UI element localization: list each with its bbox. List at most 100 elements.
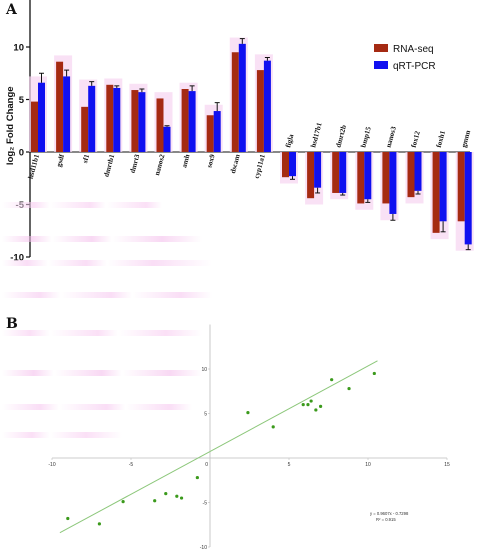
bar-qrt-pcr-dmrt2b	[339, 152, 347, 193]
gene-label-hsd11b1: hsd11b1	[27, 153, 41, 180]
x-tick-label: 5	[288, 462, 291, 468]
bar-group-nanos2: nanos2	[153, 92, 173, 176]
bar-rna-seq-foxh1	[432, 152, 440, 233]
bar-rna-seq-fox12	[407, 152, 415, 198]
bar-qrt-pcr-gmnn	[464, 152, 472, 245]
data-point-5	[164, 492, 168, 496]
bar-chart: -10-50510log₂ Fold Changehsd11b1gsdfsf1d…	[5, 0, 474, 263]
data-point-12	[306, 403, 310, 407]
bar-rna-seq-dmrtb1	[106, 84, 114, 152]
bar-rna-seq-nanos2	[156, 98, 164, 152]
bar-rna-seq-sox9	[206, 115, 214, 152]
bar-qrt-pcr-dmrt3	[138, 92, 146, 152]
bar-qrt-pcr-hsd17b1	[314, 152, 322, 188]
gene-label-dmrtb1: dmrtb1	[103, 153, 117, 178]
gene-label-nanos3: nanos3	[385, 125, 398, 148]
regression-line	[59, 360, 378, 534]
data-point-13	[309, 399, 313, 403]
legend-swatch-qrt-pcr	[374, 61, 388, 69]
gene-label-figla: figla	[284, 133, 295, 149]
bar-qrt-pcr-sf1	[88, 85, 96, 152]
y-tick-label: -10	[10, 252, 24, 263]
data-point-14	[314, 408, 318, 412]
gene-label-hsd17b1: hsd17b1	[309, 121, 323, 148]
bar-group-dscam: dscam	[229, 37, 248, 174]
gene-label-cyp11a1: cyp11a1	[253, 153, 267, 179]
bar-group-amh: amh	[179, 82, 198, 169]
y-tick-label: -10	[200, 545, 207, 550]
bar-qrt-pcr-dmrtb1	[113, 87, 121, 152]
gene-label-sf1: sf1	[81, 153, 91, 164]
bar-qrt-pcr-dscam	[238, 43, 246, 152]
bar-group-hsd11b1: hsd11b1	[27, 72, 47, 180]
x-tick-label: -10	[48, 462, 55, 468]
legend-swatch-rna-seq	[374, 44, 388, 52]
bar-group-gsdf: gsdf	[54, 55, 73, 168]
y-axis-label: log₂ Fold Change	[5, 86, 16, 165]
data-point-17	[347, 386, 351, 391]
origin-label: 0	[205, 462, 208, 468]
bar-group-dmrtb1: dmrtb1	[103, 78, 123, 178]
y-tick-label: 5	[204, 411, 207, 417]
data-point-11	[301, 403, 305, 407]
equation-label: y = 0.9607x - 0.7298	[370, 511, 409, 516]
data-point-8	[195, 475, 199, 480]
bar-group-bmp15: bmp15	[355, 126, 374, 210]
bar-group-cyp11a1: cyp11a1	[253, 54, 273, 179]
bar-qrt-pcr-sox9	[213, 111, 221, 152]
bar-qrt-pcr-cyp11a1	[263, 60, 271, 152]
bar-rna-seq-dmrt3	[131, 90, 139, 152]
legend: RNA-seq qRT-PCR	[374, 44, 436, 72]
bar-rna-seq-dscam	[231, 52, 239, 152]
gene-label-gsdf: gsdf	[55, 153, 66, 168]
bar-group-gmnn: gmnn	[455, 129, 474, 251]
gene-label-dmrt2b: dmrt2b	[334, 124, 348, 148]
data-point-9	[246, 411, 250, 415]
bar-qrt-pcr-amh	[188, 91, 196, 152]
y-tick-label: -5	[203, 500, 208, 506]
bar-rna-seq-sf1	[81, 106, 89, 152]
bar-rna-seq-gmnn	[457, 152, 465, 222]
data-point-1	[66, 516, 70, 521]
bar-rna-seq-cyp11a1	[256, 70, 264, 152]
bar-group-figla: figla	[280, 133, 298, 184]
bar-qrt-pcr-bmp15	[364, 152, 372, 200]
panel-label-b: B	[6, 316, 18, 332]
gene-label-gmnn: gmnn	[460, 129, 472, 148]
bar-rna-seq-nanos3	[382, 152, 390, 204]
data-point-10	[271, 425, 275, 429]
y-tick-label: 5	[19, 95, 25, 106]
bar-qrt-pcr-hsd11b1	[38, 82, 45, 152]
y-tick-label: 10	[13, 42, 24, 53]
y-tick-label: 0	[19, 147, 24, 158]
bar-qrt-pcr-fox12	[414, 152, 422, 191]
data-point-7	[179, 496, 184, 500]
gene-label-dscam: dscam	[229, 153, 242, 174]
y-tick-label: 10	[201, 367, 207, 373]
bar-group-hsd17b1: hsd17b1	[305, 121, 324, 205]
bar-rna-seq-bmp15	[357, 152, 365, 204]
data-point-16	[330, 378, 334, 382]
bar-rna-seq-dmrt2b	[332, 152, 340, 193]
r-squared-label: R² = 0.915	[376, 517, 396, 522]
panel-label-a: A	[6, 2, 17, 18]
bar-qrt-pcr-foxh1	[439, 152, 447, 222]
bar-group-foxh1: foxh1	[430, 129, 449, 240]
scatter-chart: -10 -5 5 10 15 0 -10 -5 5 10 y = 0.9607x - 0.7298R…	[48, 324, 450, 550]
bar-group-fox12: fox12	[405, 130, 424, 204]
bar-qrt-pcr-nanos2	[163, 126, 171, 152]
gene-label-foxh1: foxh1	[435, 129, 447, 148]
data-point-3	[121, 500, 125, 504]
x-tick-label: -5	[129, 462, 134, 468]
bar-group-nanos3: nanos3	[380, 125, 399, 221]
bar-rna-seq-hsd17b1	[307, 152, 315, 199]
x-tick-label: 15	[444, 462, 450, 468]
bar-rna-seq-gsdf	[56, 61, 64, 153]
data-point-15	[319, 404, 323, 408]
bar-qrt-pcr-figla	[289, 152, 296, 177]
data-point-2	[97, 522, 101, 526]
gene-label-sox9: sox9	[205, 153, 216, 169]
bar-group-sf1: sf1	[79, 79, 98, 164]
bar-rna-seq-hsd11b1	[31, 101, 38, 152]
